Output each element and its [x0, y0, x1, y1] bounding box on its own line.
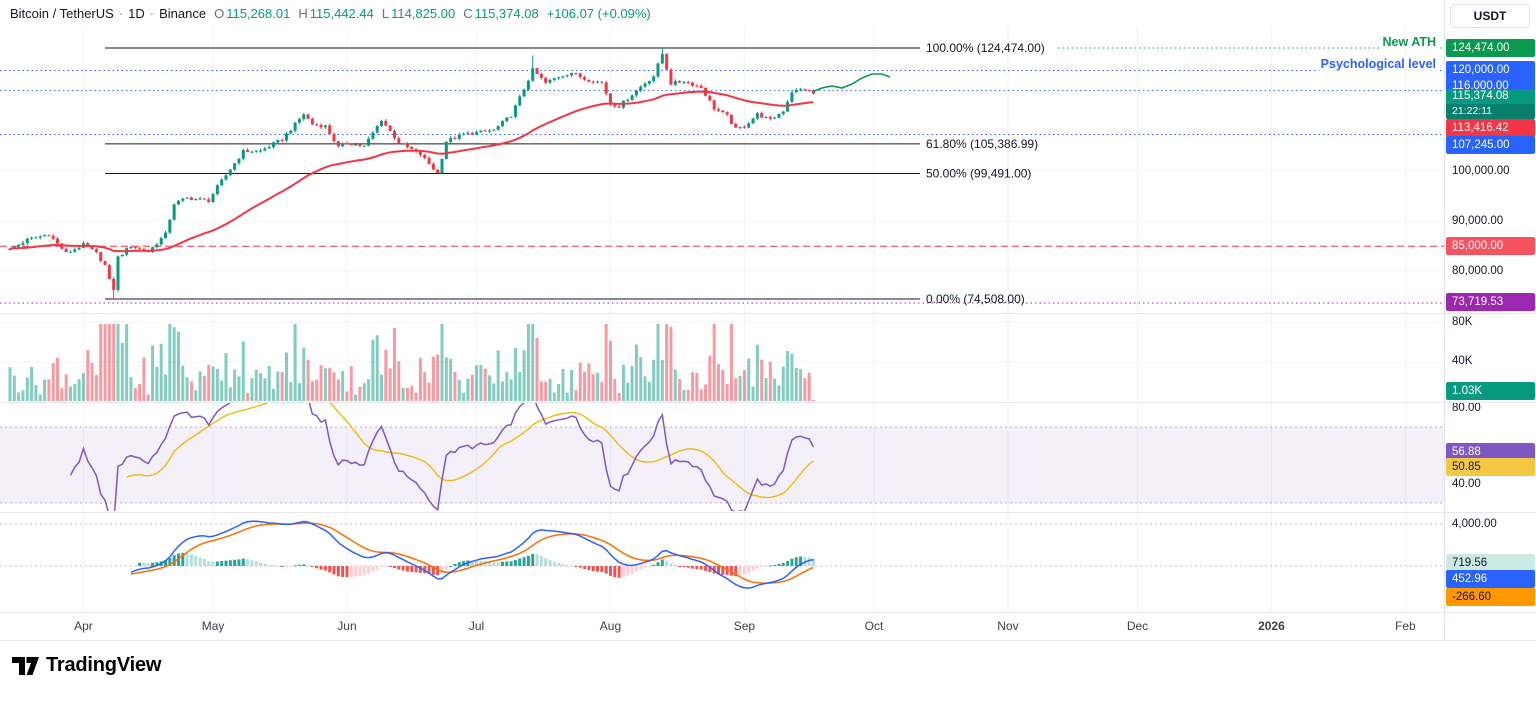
chart-bottom-border [0, 640, 1536, 641]
axis-price-badge: 719.56 [1446, 554, 1535, 572]
fib-level-label[interactable]: 0.00% (74,508.00) [926, 292, 1025, 306]
axis-price-badge: 113,416.42 [1446, 119, 1535, 137]
high-label: H [298, 6, 308, 21]
axis-price-badge: 56.88 [1446, 443, 1535, 461]
close-value: 115,374.08 [474, 6, 539, 21]
exchange-label[interactable]: Binance [159, 6, 207, 21]
axis-price-badge: 1.03K [1446, 382, 1535, 400]
low-label: L [381, 6, 390, 21]
footer: TradingView [0, 641, 1536, 702]
axis-price-label: 4,000.00 [1452, 518, 1497, 530]
time-axis-label: Oct [864, 619, 884, 633]
legend-separator: · [118, 6, 124, 21]
axis-price-badge: 50.85 [1446, 458, 1535, 476]
chart-plot-area[interactable]: 100.00% (124,474.00) 61.80% (105,386.99) 5… [0, 0, 1444, 612]
axis-price-label: 80K [1452, 316, 1473, 328]
axis-price-label: 80.00 [1452, 402, 1481, 414]
time-axis-label: May [201, 619, 225, 633]
axis-price-badge: 452.96 [1446, 570, 1535, 588]
time-axis-label: Apr [74, 619, 93, 633]
pane-divider[interactable] [0, 402, 1536, 403]
time-scale[interactable]: Apr May Jun Jul Aug Sep Oct Nov Dec 2026 Feb [0, 612, 1444, 640]
time-axis-label: Jun [337, 619, 357, 633]
new-ath-label[interactable]: New ATH [1380, 35, 1438, 49]
currency-toggle-button[interactable]: USDT [1450, 4, 1530, 28]
axis-price-label: 40.00 [1452, 478, 1481, 490]
axis-price-label: 80,000.00 [1452, 265, 1504, 277]
time-axis-label: 2026 [1258, 619, 1285, 633]
axis-price-badge: 107,245.00 [1446, 136, 1535, 154]
price-scale[interactable]: USDT 124,474.00 120,000.00 116,000.00 115,3… [1444, 0, 1536, 640]
time-axis-label: Sep [733, 619, 756, 633]
pane-divider[interactable] [0, 313, 1536, 314]
pane-divider[interactable] [0, 512, 1536, 513]
axis-price-label: 90,000.00 [1452, 215, 1504, 227]
time-axis-label: Nov [997, 619, 1019, 633]
axis-price-badge: -266.60 [1446, 588, 1535, 606]
close-label: C [463, 6, 473, 21]
psychological-level-label[interactable]: Psychological level [1318, 57, 1438, 71]
open-label: O [214, 6, 225, 21]
low-value: 114,825.00 [391, 6, 456, 21]
time-axis-label: Aug [599, 619, 622, 633]
open-value: 115,268.01 [226, 6, 291, 21]
axis-price-badge: 73,719.53 [1446, 293, 1535, 311]
axis-price-badge: 120,000.00 [1446, 61, 1535, 79]
axis-price-badge: 85,000.00 [1446, 237, 1535, 255]
axis-price-badge: 124,474.00 [1446, 39, 1535, 57]
tradingview-logo[interactable]: TradingView [12, 654, 161, 677]
change-value: +106.07 (+0.09%) [546, 6, 651, 21]
projection-line [811, 73, 891, 93]
legend-separator: · [149, 6, 155, 21]
pane-divider [0, 612, 1536, 613]
high-value: 115,442.44 [309, 6, 374, 21]
tradingview-wordmark: TradingView [46, 654, 162, 676]
time-axis-label: Dec [1126, 619, 1149, 633]
interval-label[interactable]: 1D [128, 6, 145, 21]
countdown-timer: 21:22:11 [1446, 104, 1535, 119]
axis-price-label: 40K [1452, 355, 1473, 367]
symbol-title[interactable]: Bitcoin / TetherUS [10, 6, 114, 21]
axis-price-label: 100,000.00 [1452, 165, 1510, 177]
chart-canvas[interactable]: 100.00% (124,474.00) 61.80% (105,386.99) 5… [0, 0, 1444, 612]
axis-price-badge: 115,374.08 21:22:11 [1446, 89, 1535, 119]
chart-legend: Bitcoin / TetherUS · 1D · Binance O 115,2… [10, 6, 651, 21]
fib-level-label[interactable]: 50.00% (99,491.00) [926, 166, 1031, 180]
fib-level-label[interactable]: 100.00% (124,474.00) [926, 41, 1045, 55]
fib-level-label[interactable]: 61.80% (105,386.99) [926, 137, 1038, 151]
time-axis-label: Feb [1395, 619, 1416, 633]
time-axis-label: Jul [468, 619, 485, 633]
tradingview-logo-icon [12, 656, 39, 675]
